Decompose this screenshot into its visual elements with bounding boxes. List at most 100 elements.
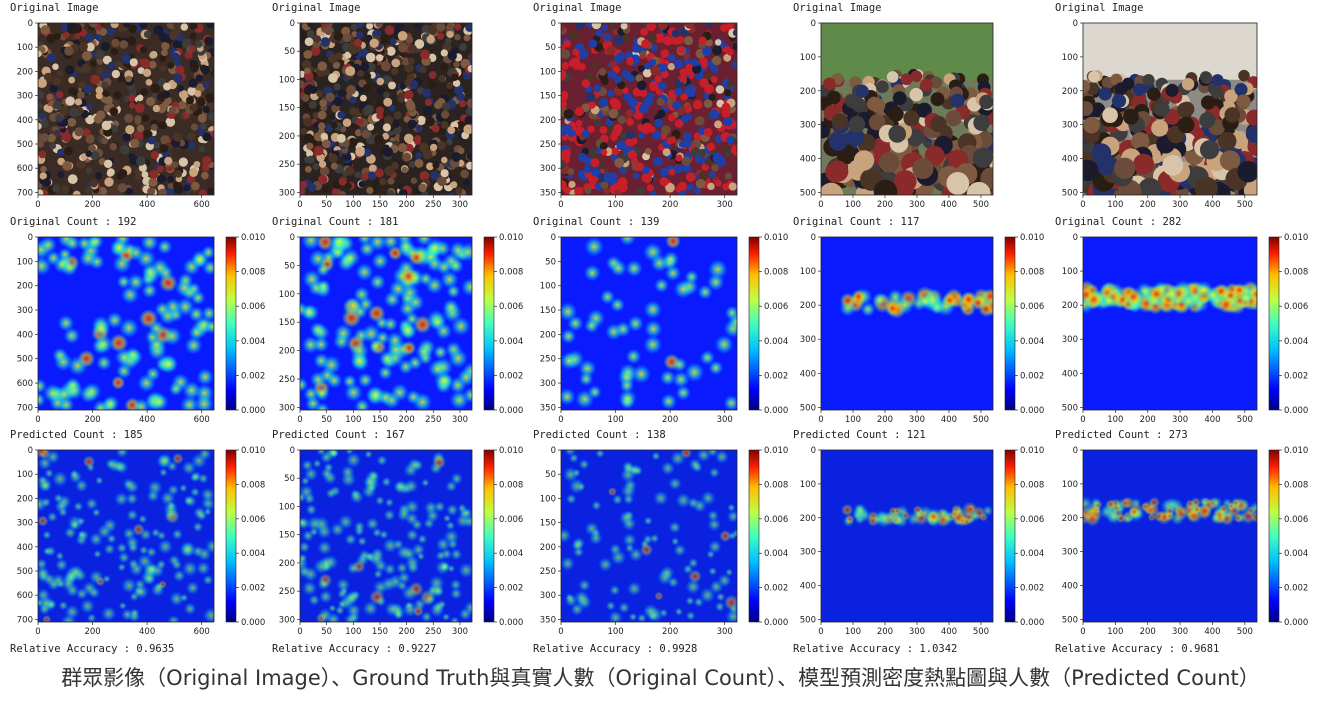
crowd-person bbox=[125, 187, 134, 195]
pred-xtick-label: 200 bbox=[399, 627, 415, 637]
pred-density-blob bbox=[962, 501, 978, 518]
relative-accuracy-label: Relative Accuracy : 0.9635 bbox=[10, 643, 174, 655]
pred-colorbar-label: 0.002 bbox=[499, 584, 523, 594]
gt-density-blob bbox=[158, 307, 177, 325]
pred-density-blob bbox=[320, 467, 333, 480]
pred-density-blob bbox=[45, 450, 60, 464]
image-frame bbox=[299, 22, 473, 196]
gt-frame bbox=[820, 236, 994, 411]
pred-density-blob bbox=[685, 579, 701, 595]
crowd-person bbox=[61, 132, 72, 143]
pred-density-blob bbox=[660, 461, 676, 476]
pred-ytick-label: 0 bbox=[811, 446, 816, 456]
crowd-person bbox=[207, 187, 214, 195]
image-xtick-label: 100 bbox=[845, 200, 861, 210]
crowd-person bbox=[180, 23, 189, 31]
crowd-person bbox=[404, 143, 414, 153]
gt-density-blob bbox=[584, 237, 604, 257]
crowd-person bbox=[450, 181, 458, 189]
gt-density-blob bbox=[917, 293, 933, 309]
gt-density-blob bbox=[727, 312, 737, 331]
crowd-person bbox=[175, 65, 185, 75]
pred-density-blob bbox=[407, 561, 420, 574]
pred-ytick-label: 100 bbox=[17, 470, 33, 480]
crowd-person bbox=[614, 157, 625, 168]
gt-density-blob bbox=[314, 402, 330, 410]
pred-density-blob bbox=[450, 472, 463, 485]
pred-density-blob bbox=[125, 492, 139, 505]
gt-density-blob bbox=[665, 237, 681, 249]
crowd-person bbox=[367, 171, 377, 181]
image-ytick-label: 500 bbox=[800, 188, 816, 198]
pred-density-blob bbox=[1106, 509, 1122, 525]
crowd-person bbox=[317, 122, 326, 130]
gt-heatmap-4 bbox=[821, 237, 993, 410]
pred-colorbar-label: 0.004 bbox=[764, 549, 788, 559]
crowd-person bbox=[640, 27, 649, 37]
crowd-person bbox=[728, 182, 737, 191]
gt-density-blob bbox=[561, 388, 576, 406]
pred-colorbar-label: 0.000 bbox=[1020, 618, 1044, 628]
crowd-person bbox=[136, 124, 145, 133]
crowd-person bbox=[200, 122, 207, 130]
crowd-person bbox=[685, 172, 696, 182]
crowd-person bbox=[386, 46, 396, 56]
crowd-person bbox=[88, 23, 98, 28]
crowd-person bbox=[172, 132, 182, 142]
crowd-person bbox=[190, 123, 198, 131]
pred-density-blob bbox=[640, 539, 650, 549]
crowd-person bbox=[1123, 108, 1139, 125]
crowd-person bbox=[300, 187, 305, 195]
crowd-person bbox=[422, 88, 431, 98]
pred-heatmap-background bbox=[1083, 450, 1257, 622]
crowd-person bbox=[611, 147, 620, 155]
crowd-person bbox=[589, 148, 598, 157]
gt-density-blob bbox=[714, 334, 734, 355]
pred-density-blob bbox=[169, 591, 185, 607]
image-ytick-label: 100 bbox=[279, 75, 295, 85]
pred-density-blob bbox=[192, 521, 204, 533]
crowd-person bbox=[658, 82, 667, 91]
pred-density-blob bbox=[185, 581, 200, 595]
crowd-person bbox=[705, 23, 713, 28]
crowd-person bbox=[453, 61, 460, 68]
crowd-person bbox=[102, 55, 112, 65]
pred-density-blob bbox=[88, 586, 101, 599]
crowd-person bbox=[569, 30, 579, 40]
pred-density-blob bbox=[172, 452, 184, 465]
crowd-person bbox=[159, 54, 167, 63]
pred-colorbar-label: 0.008 bbox=[1020, 480, 1044, 490]
gt-colorbar-gradient bbox=[748, 236, 760, 411]
crowd-person bbox=[305, 84, 314, 92]
crowd-person bbox=[427, 80, 437, 89]
crowd-person bbox=[685, 63, 694, 73]
crowd-person bbox=[446, 81, 454, 90]
crowd-person bbox=[654, 33, 665, 44]
image-xtick-label: 200 bbox=[662, 200, 678, 210]
crowd-person bbox=[419, 170, 430, 181]
pred-density-blob bbox=[53, 493, 64, 504]
crowd-person bbox=[578, 49, 589, 59]
crowd-person bbox=[1177, 102, 1193, 118]
crowd-person bbox=[46, 33, 56, 44]
gt-density-blob bbox=[619, 378, 635, 394]
crowd-person bbox=[110, 47, 118, 56]
pred-density-blob bbox=[432, 455, 447, 470]
crowd-person bbox=[381, 61, 391, 72]
crowd-person bbox=[316, 90, 324, 98]
crowd-person bbox=[705, 38, 713, 47]
gt-density-blob bbox=[83, 382, 102, 401]
gt-colorbar-label: 0.002 bbox=[1284, 371, 1308, 381]
gt-colorbar-label: 0.004 bbox=[764, 337, 788, 347]
crowd-person bbox=[320, 37, 331, 47]
crowd-person bbox=[616, 140, 627, 151]
pred-xtick-label: 100 bbox=[1107, 627, 1123, 637]
crowd-person bbox=[103, 159, 113, 169]
crowd-person bbox=[193, 160, 201, 168]
image-ytick-label: 400 bbox=[1062, 155, 1078, 165]
pred-density-blob bbox=[86, 613, 97, 622]
crowd-person bbox=[117, 75, 125, 83]
pred-density-blob bbox=[306, 515, 323, 532]
gt-density-blob bbox=[383, 291, 401, 308]
